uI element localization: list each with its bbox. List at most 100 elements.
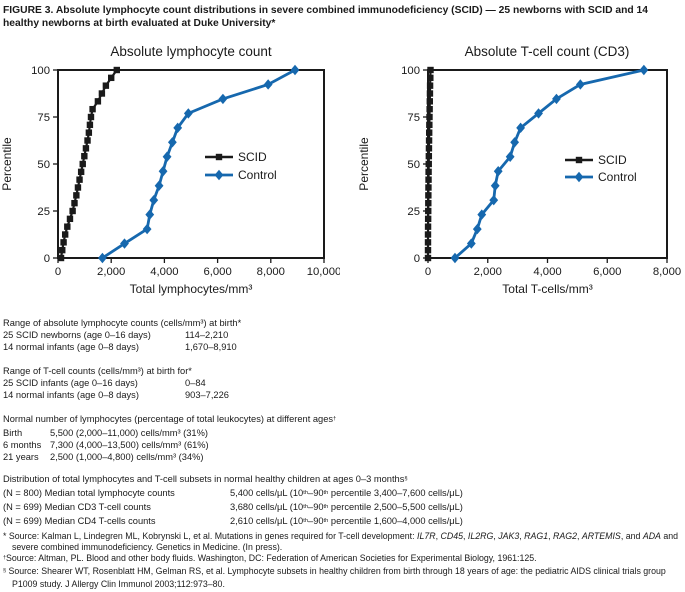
x-tick-label: 6,000 — [593, 266, 621, 278]
table-row: 6 months 7,300 (4,000–13,500) cells/mm³ (… — [3, 439, 673, 451]
scid-marker — [66, 215, 74, 223]
scid-marker — [425, 176, 432, 183]
control-marker — [489, 194, 499, 206]
lymphocyte-range-section: Range of absolute lymphocyte counts (cel… — [3, 317, 673, 353]
control-marker — [183, 108, 193, 119]
control-marker — [493, 166, 503, 177]
scid-marker — [87, 113, 95, 121]
scid-marker — [102, 82, 110, 89]
chart-title: Absolute T-cell count (CD3) — [465, 44, 630, 59]
scid-marker — [425, 192, 432, 199]
control-marker — [466, 238, 476, 249]
x-tick-label: 10,000 — [307, 266, 340, 278]
figure-title: FIGURE 3. Absolute lymphocyte count dist… — [3, 5, 648, 29]
scid-marker — [76, 176, 83, 183]
x-tick-label: 4,000 — [533, 266, 561, 278]
row-value: 2,610 cells/μL (10th–90th percentile 1,6… — [230, 516, 463, 526]
scid-marker — [74, 184, 82, 191]
row-label: (N = 699) Median CD4 T-cells counts — [3, 516, 156, 526]
scid-marker — [425, 160, 432, 168]
row-label: (N = 699) Median CD3 T-cell counts — [3, 502, 151, 512]
control-marker — [534, 108, 543, 119]
y-tick-label: 100 — [31, 65, 50, 77]
row-label: 14 normal infants (age 0–8 days) — [3, 342, 139, 352]
row-value: 1,670–8,910 — [185, 342, 237, 352]
row-value: 5,400 cells/μL (10th–90th percentile 3,4… — [230, 488, 463, 498]
control-marker — [575, 79, 585, 90]
y-tick-label: 50 — [37, 159, 50, 171]
control-marker — [158, 166, 168, 177]
plot-frame — [427, 69, 668, 259]
control-marker — [516, 122, 526, 134]
control-marker — [477, 209, 487, 220]
footnote-source-altman: †Source: Altman, PL. Blood and other bod… — [3, 553, 537, 563]
scid-marker — [64, 223, 71, 230]
y-tick-label: 0 — [44, 253, 50, 265]
control-marker — [510, 137, 520, 148]
control-marker — [574, 171, 584, 183]
row-label: 25 SCID newborns (age 0–16 days) — [3, 330, 151, 340]
table-row: 25 SCID infants (age 0–16 days) 0–84 — [3, 377, 673, 389]
scid-marker — [84, 137, 91, 144]
scid-marker — [424, 215, 432, 223]
scid-marker — [425, 129, 433, 136]
scid-marker — [424, 223, 432, 230]
row-label: 25 SCID infants (age 0–16 days) — [3, 378, 138, 388]
control-marker — [218, 93, 228, 105]
row-value: 2,500 (1,000–4,800) cells/mm³ (34%) — [50, 452, 204, 462]
scid-marker — [86, 121, 94, 129]
scid-marker — [425, 199, 432, 207]
scid-marker — [71, 199, 78, 207]
scid-marker — [215, 153, 223, 161]
scid-marker — [424, 246, 432, 254]
control-marker — [120, 238, 129, 249]
control-marker — [154, 180, 164, 191]
table-row: 21 years 2,500 (1,000–4,800) cells/mm³ (3… — [3, 451, 673, 463]
x-tick-label: 6,000 — [203, 266, 231, 278]
x-tick-label: 0 — [55, 266, 61, 278]
section-heading: Distribution of total lymphocytes and T-… — [3, 474, 408, 484]
row-value: 0–84 — [185, 378, 206, 388]
plot-frame — [57, 69, 325, 259]
row-label: 14 normal infants (age 0–8 days) — [3, 390, 139, 400]
table-row: (N = 800) Median total lymphocyte counts… — [3, 487, 673, 501]
control-marker — [173, 122, 183, 134]
scid-marker — [425, 137, 433, 144]
scid-marker — [85, 129, 93, 136]
row-value: 5,500 (2,000–11,000) cells/mm³ (31%) — [50, 428, 208, 438]
control-marker — [149, 194, 159, 206]
legend-label: SCID — [598, 153, 627, 167]
normal-lymphocyte-section: Normal number of lymphocytes (percentage… — [3, 413, 673, 463]
legend-label: Control — [238, 168, 277, 182]
section-heading: Normal number of lymphocytes (percentage… — [3, 414, 337, 424]
x-tick-label: 4,000 — [150, 266, 178, 278]
scid-marker — [426, 98, 433, 105]
control-marker — [167, 137, 177, 148]
x-tick-label: 0 — [425, 266, 431, 278]
control-marker — [552, 93, 561, 105]
scid-marker — [79, 160, 86, 168]
control-marker — [490, 180, 500, 191]
scid-marker — [59, 246, 66, 254]
row-label: 21 years — [3, 452, 39, 462]
row-value: 7,300 (4,000–13,500) cells/mm³ (61%) — [50, 440, 209, 450]
section-heading: Range of absolute lymphocyte counts (cel… — [3, 318, 242, 328]
control-marker — [142, 223, 152, 235]
y-tick-label: 50 — [407, 159, 420, 171]
scid-marker — [69, 207, 76, 215]
scid-marker — [82, 145, 90, 152]
scid-marker — [426, 105, 433, 113]
chart-title: Absolute lymphocyte count — [110, 44, 272, 59]
distribution-section: Distribution of total lymphocytes and T-… — [3, 473, 673, 529]
scid-marker — [57, 254, 65, 262]
row-label: Birth — [3, 428, 23, 438]
x-tick-label: 2,000 — [474, 266, 502, 278]
footnotes: * Source: Kalman L, Lindegren ML, Kobryn… — [3, 531, 683, 590]
control-marker — [214, 169, 224, 181]
scid-marker — [426, 113, 433, 121]
scid-marker — [60, 239, 67, 246]
x-axis-label: Total lymphocytes/mm³ — [130, 282, 253, 296]
footnote-source-shearer: § Source: Shearer WT, Rosenblatt HM, Gel… — [3, 566, 666, 589]
control-marker — [505, 151, 515, 162]
